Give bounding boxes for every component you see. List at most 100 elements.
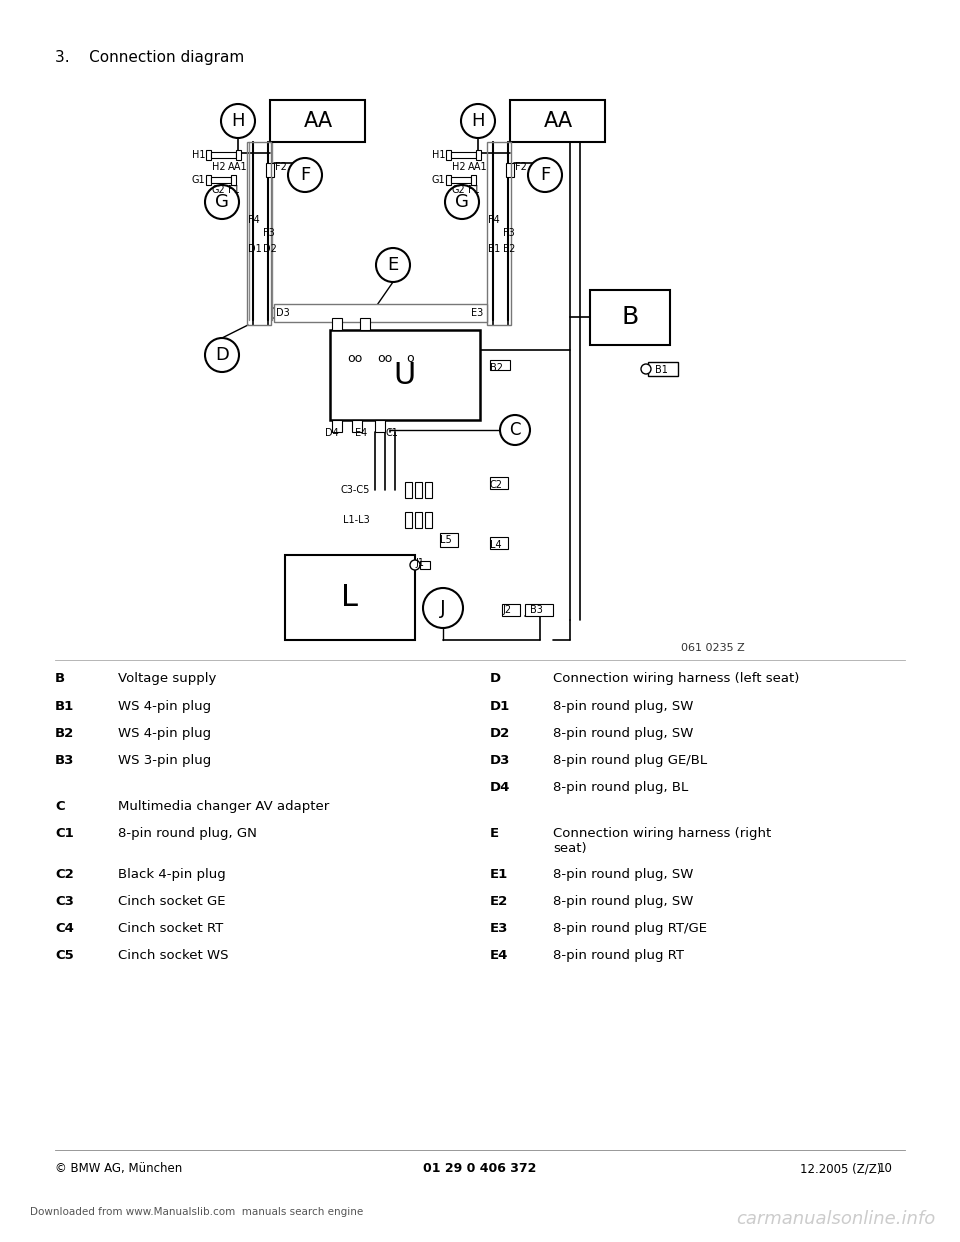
Bar bbox=[451, 178, 471, 183]
Text: 8-pin round plug, SW: 8-pin round plug, SW bbox=[553, 868, 693, 881]
Text: F2: F2 bbox=[275, 161, 287, 171]
Circle shape bbox=[423, 587, 463, 628]
Bar bbox=[440, 533, 458, 546]
Text: E2: E2 bbox=[503, 243, 516, 255]
Text: E4: E4 bbox=[490, 949, 509, 963]
Bar bbox=[285, 555, 415, 640]
Text: Cinch socket GE: Cinch socket GE bbox=[118, 895, 226, 908]
Text: E4: E4 bbox=[355, 428, 368, 438]
Text: D1: D1 bbox=[248, 243, 262, 255]
Bar bbox=[332, 420, 342, 432]
Bar bbox=[490, 537, 508, 549]
Text: Cinch socket RT: Cinch socket RT bbox=[118, 922, 224, 935]
Text: D: D bbox=[490, 672, 501, 686]
Text: 8-pin round plug, SW: 8-pin round plug, SW bbox=[553, 727, 693, 740]
Text: AA1: AA1 bbox=[228, 161, 248, 171]
Text: 8-pin round plug, BL: 8-pin round plug, BL bbox=[553, 781, 688, 794]
Circle shape bbox=[410, 560, 420, 570]
Text: C2: C2 bbox=[490, 479, 503, 491]
Text: B3: B3 bbox=[530, 605, 542, 615]
Bar bbox=[330, 330, 480, 420]
Text: G2: G2 bbox=[452, 185, 466, 195]
Text: C1: C1 bbox=[385, 428, 397, 438]
Text: L: L bbox=[342, 582, 358, 611]
Text: C5: C5 bbox=[55, 949, 74, 963]
Text: H1: H1 bbox=[192, 150, 205, 160]
Text: Voltage supply: Voltage supply bbox=[118, 672, 216, 686]
Text: E1: E1 bbox=[490, 868, 508, 881]
Bar bbox=[506, 163, 514, 178]
Text: J1: J1 bbox=[415, 558, 424, 568]
Text: H: H bbox=[231, 112, 245, 130]
Circle shape bbox=[461, 104, 495, 138]
Circle shape bbox=[445, 185, 479, 219]
Circle shape bbox=[288, 158, 322, 193]
Text: 8-pin round plug, GN: 8-pin round plug, GN bbox=[118, 827, 257, 840]
Text: 01 29 0 406 372: 01 29 0 406 372 bbox=[423, 1163, 537, 1175]
Bar bbox=[502, 604, 520, 616]
Text: 8-pin round plug RT/GE: 8-pin round plug RT/GE bbox=[553, 922, 707, 935]
Text: E: E bbox=[490, 827, 499, 840]
Text: D1: D1 bbox=[490, 700, 511, 713]
Text: D2: D2 bbox=[490, 727, 511, 740]
Bar bbox=[211, 178, 231, 183]
Text: Connection wiring harness (left seat): Connection wiring harness (left seat) bbox=[553, 672, 800, 686]
Text: B: B bbox=[55, 672, 65, 686]
Text: 8-pin round plug, SW: 8-pin round plug, SW bbox=[553, 700, 693, 713]
Bar bbox=[231, 175, 236, 185]
Bar bbox=[446, 150, 451, 160]
Text: B2: B2 bbox=[55, 727, 74, 740]
Bar bbox=[274, 304, 487, 322]
Text: oo: oo bbox=[377, 351, 393, 364]
Circle shape bbox=[500, 415, 530, 445]
Bar bbox=[590, 289, 670, 345]
Text: C4: C4 bbox=[55, 922, 74, 935]
Text: D2: D2 bbox=[263, 243, 276, 255]
Text: H2: H2 bbox=[212, 161, 226, 171]
Bar bbox=[476, 150, 481, 160]
Text: F1: F1 bbox=[228, 185, 240, 195]
Text: B: B bbox=[621, 306, 638, 329]
Bar bbox=[471, 175, 476, 185]
Text: C: C bbox=[55, 800, 64, 814]
Text: L1-L3: L1-L3 bbox=[344, 515, 370, 525]
Bar bbox=[206, 150, 211, 160]
Text: H: H bbox=[471, 112, 485, 130]
Bar bbox=[648, 361, 678, 376]
Text: F3: F3 bbox=[263, 229, 275, 238]
Text: G: G bbox=[455, 193, 468, 211]
Text: F2: F2 bbox=[515, 161, 527, 171]
Text: E3: E3 bbox=[490, 922, 509, 935]
Text: WS 4-pin plug: WS 4-pin plug bbox=[118, 727, 211, 740]
Text: E2: E2 bbox=[490, 895, 508, 908]
Text: C3: C3 bbox=[55, 895, 74, 908]
Bar bbox=[236, 150, 241, 160]
Text: carmanualsonline.info: carmanualsonline.info bbox=[735, 1210, 935, 1228]
Text: Cinch socket WS: Cinch socket WS bbox=[118, 949, 228, 963]
Bar bbox=[266, 163, 274, 178]
Bar bbox=[415, 482, 422, 498]
Text: 8-pin round plug, SW: 8-pin round plug, SW bbox=[553, 895, 693, 908]
Circle shape bbox=[641, 364, 651, 374]
Text: F: F bbox=[300, 166, 310, 184]
Text: AA: AA bbox=[303, 111, 332, 130]
Text: B3: B3 bbox=[55, 754, 74, 768]
Text: F4: F4 bbox=[488, 215, 500, 225]
Text: B2: B2 bbox=[490, 363, 503, 373]
Text: © BMW AG, München: © BMW AG, München bbox=[55, 1163, 182, 1175]
Text: E: E bbox=[388, 256, 398, 274]
Bar bbox=[405, 482, 412, 498]
Text: H1: H1 bbox=[432, 150, 445, 160]
Bar bbox=[270, 101, 365, 142]
Text: F: F bbox=[540, 166, 550, 184]
Text: C1: C1 bbox=[55, 827, 74, 840]
Bar bbox=[510, 101, 605, 142]
Bar bbox=[425, 512, 432, 528]
Text: AA: AA bbox=[543, 111, 572, 130]
Text: Black 4-pin plug: Black 4-pin plug bbox=[118, 868, 226, 881]
Bar bbox=[332, 318, 342, 330]
Text: D4: D4 bbox=[490, 781, 511, 794]
Bar bbox=[490, 477, 508, 489]
Text: F1: F1 bbox=[468, 185, 480, 195]
Text: H2: H2 bbox=[452, 161, 466, 171]
